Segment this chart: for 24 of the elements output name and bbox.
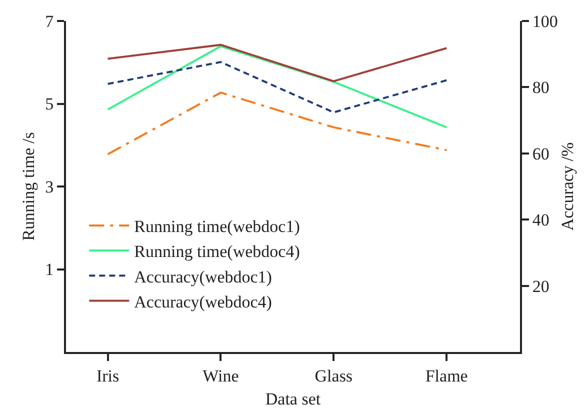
line-series	[106, 61, 448, 114]
x-axis-title: Data set	[265, 389, 321, 408]
y2-tick-label: 20	[532, 276, 550, 296]
x-tick-label: Flame	[425, 366, 468, 386]
x-tick-label: Glass	[314, 366, 353, 386]
line-series	[106, 92, 448, 156]
legend-label: Accuracy(webdoc1)	[134, 267, 272, 286]
legend-label: Running time(webdoc1)	[134, 217, 300, 236]
y2-tick-label: 60	[532, 144, 550, 164]
legend-label: Running time(webdoc4)	[134, 242, 300, 262]
x-tick-label: Iris	[96, 366, 120, 386]
y2-axis-title: Accuracy /%	[558, 142, 577, 231]
y-tick-label: 5	[45, 94, 54, 114]
y-axis-title: Running time /s	[19, 132, 38, 241]
y2-tick-label: 40	[532, 210, 550, 230]
y2-tick-label: 100	[532, 12, 558, 31]
y-tick-label: 7	[45, 12, 54, 31]
line-series	[106, 45, 448, 128]
y-tick-label: 1	[45, 260, 54, 280]
y-tick-label: 3	[45, 177, 54, 196]
legend-label: Accuracy(webdoc4)	[134, 292, 272, 312]
y2-tick-label: 80	[532, 78, 550, 98]
line-series	[106, 44, 448, 82]
x-tick-label: Wine	[202, 366, 239, 386]
